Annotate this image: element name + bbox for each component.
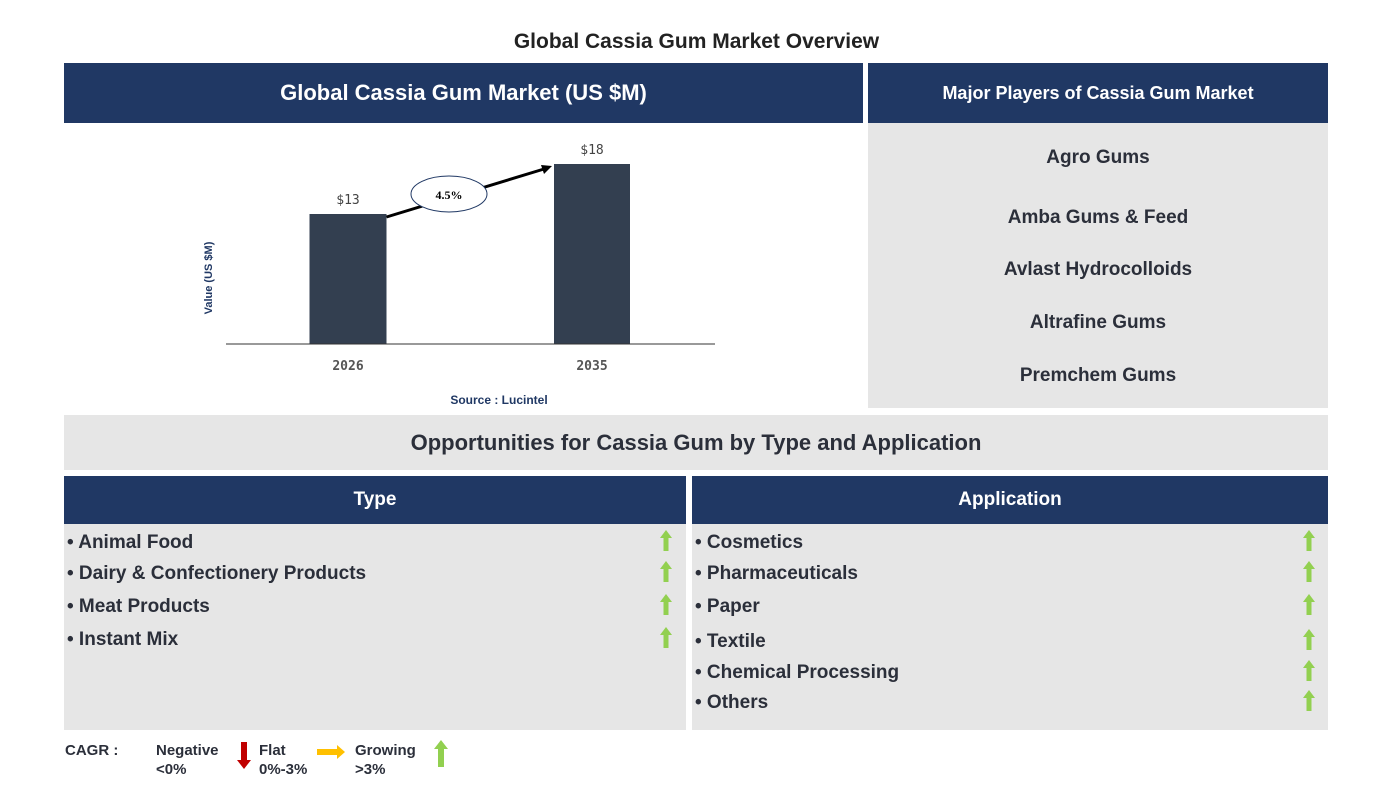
green-up-arrow-icon bbox=[660, 530, 672, 551]
application-panel: • Cosmetics • Pharmaceuticals • Paper • Tex… bbox=[692, 524, 1328, 730]
list-item: • Chemical Processing bbox=[695, 662, 900, 683]
list-item: • Instant Mix bbox=[67, 629, 179, 650]
player-item: Avlast Hydrocolloids bbox=[1003, 259, 1193, 280]
yellow-right-arrow-icon bbox=[317, 745, 345, 759]
data-label: $18 bbox=[580, 143, 603, 158]
list-item: • Meat Products bbox=[67, 596, 210, 617]
players-header: Major Players of Cassia Gum Market bbox=[868, 63, 1328, 123]
green-up-arrow-icon bbox=[1303, 530, 1315, 551]
cagr-label: 4.5% bbox=[436, 188, 463, 202]
page-title: Global Cassia Gum Market Overview bbox=[513, 30, 880, 53]
legend-negative-label: Negative bbox=[156, 742, 219, 759]
green-up-arrow-icon bbox=[1303, 690, 1315, 711]
list-item: • Animal Food bbox=[67, 532, 194, 553]
player-item: Amba Gums & Feed bbox=[1007, 207, 1189, 228]
legend-flat-range: 0%-3% bbox=[259, 761, 308, 778]
green-up-arrow-icon bbox=[660, 561, 672, 582]
player-item: Premchem Gums bbox=[1019, 365, 1177, 386]
list-item: • Others bbox=[695, 692, 769, 713]
type-header: Type bbox=[64, 476, 686, 524]
players-panel: Agro Gums Amba Gums & Feed Avlast Hydroc… bbox=[868, 123, 1328, 408]
player-item: Agro Gums bbox=[1046, 147, 1150, 168]
legend-negative-range: <0% bbox=[156, 761, 187, 778]
green-up-arrow-icon bbox=[1303, 660, 1315, 681]
cagr-arrowhead bbox=[541, 165, 552, 174]
legend-negative: Negative <0% bbox=[156, 741, 219, 779]
data-label: $13 bbox=[336, 193, 359, 208]
list-item: • Paper bbox=[695, 596, 760, 617]
chart-source: Source : Lucintel bbox=[450, 393, 547, 407]
legend-growing-label: Growing bbox=[355, 742, 416, 759]
list-item: • Cosmetics bbox=[695, 532, 804, 553]
green-up-arrow-icon bbox=[1303, 561, 1315, 582]
opportunities-title: Opportunities for Cassia Gum by Type and… bbox=[64, 415, 1328, 470]
y-axis-label: Value (US $M) bbox=[203, 241, 215, 314]
legend-flat: Flat 0%-3% bbox=[259, 741, 307, 779]
list-item: • Dairy & Confectionery Products bbox=[67, 563, 367, 584]
x-tick-label: 2026 bbox=[332, 359, 363, 374]
bar-2026 bbox=[309, 214, 387, 344]
type-panel: • Animal Food • Dairy & Confectionery Pro… bbox=[64, 524, 686, 730]
green-up-arrow-icon bbox=[434, 740, 448, 767]
bar-2035 bbox=[554, 164, 630, 344]
legend-flat-label: Flat bbox=[259, 742, 286, 759]
list-item: • Textile bbox=[695, 631, 766, 652]
green-up-arrow-icon bbox=[1303, 629, 1315, 650]
list-item: • Pharmaceuticals bbox=[695, 563, 858, 584]
red-down-arrow-icon bbox=[237, 742, 251, 769]
legend-growing-range: >3% bbox=[355, 761, 386, 778]
application-header: Application bbox=[692, 476, 1328, 524]
cagr-ellipse bbox=[410, 175, 488, 213]
green-up-arrow-icon bbox=[660, 627, 672, 648]
market-chart: Value (US $M) $13 2026 $18 2035 4.5% Source… bbox=[203, 143, 715, 407]
green-up-arrow-icon bbox=[1303, 594, 1315, 615]
green-up-arrow-icon bbox=[660, 594, 672, 615]
legend-growing: Growing >3% bbox=[355, 741, 416, 779]
player-item: Altrafine Gums bbox=[1029, 312, 1167, 333]
market-header: Global Cassia Gum Market (US $M) bbox=[64, 63, 863, 123]
legend-cagr-label: CAGR : bbox=[65, 742, 119, 759]
x-tick-label: 2035 bbox=[576, 359, 607, 374]
